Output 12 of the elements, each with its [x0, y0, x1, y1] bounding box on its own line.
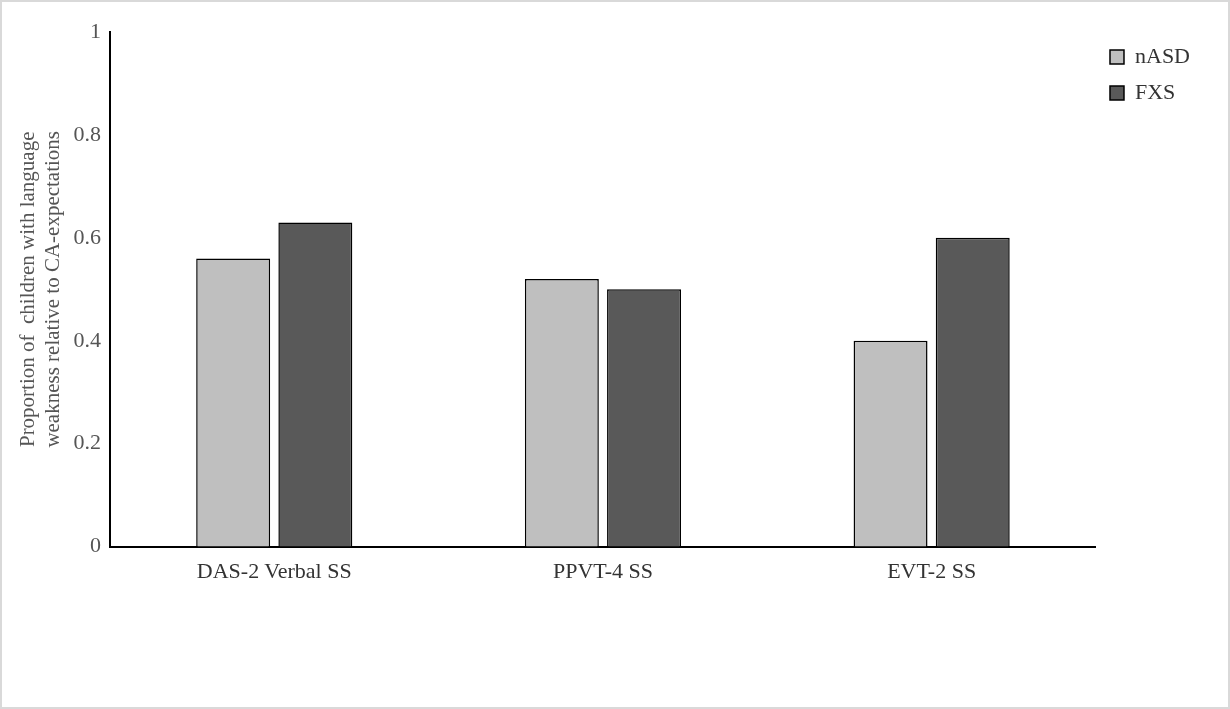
x-tick-label: EVT-2 SS [887, 557, 977, 583]
legend-label: FXS [1134, 78, 1176, 104]
y-axis-title: Proportion of children with language weakness relative to CA-expectations [15, 130, 65, 448]
x-tick-label: PPVT-4 SS [552, 557, 653, 583]
y-tick-label: 0.4 [73, 326, 101, 352]
y-tick-label: 0 [89, 532, 101, 558]
y-tick-label: 0.8 [73, 120, 101, 146]
x-tick-label: DAS-2 Verbal SS [196, 557, 352, 583]
y-tick-label: 0.2 [73, 429, 101, 455]
y-tick-label: 1 [89, 17, 101, 43]
y-tick-label: 0.6 [73, 223, 101, 249]
legend-label: nASD [1134, 42, 1190, 68]
